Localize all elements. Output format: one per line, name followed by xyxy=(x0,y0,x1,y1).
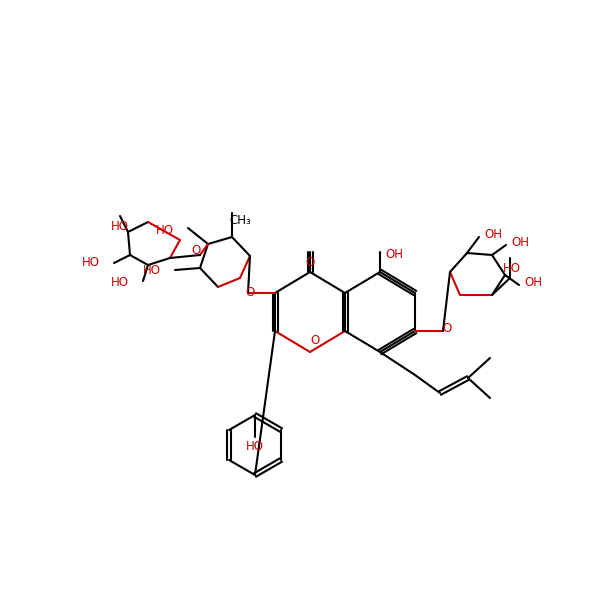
Text: HO: HO xyxy=(503,262,521,275)
Text: O: O xyxy=(442,323,452,335)
Text: HO: HO xyxy=(82,257,100,269)
Text: CH₃: CH₃ xyxy=(229,214,251,227)
Text: O: O xyxy=(245,286,254,299)
Text: OH: OH xyxy=(524,277,542,289)
Text: HO: HO xyxy=(156,223,174,236)
Text: O: O xyxy=(310,334,320,346)
Text: OH: OH xyxy=(385,247,403,260)
Text: O: O xyxy=(191,245,200,257)
Text: HO: HO xyxy=(111,220,129,232)
Text: HO: HO xyxy=(111,277,129,289)
Text: OH: OH xyxy=(511,236,529,250)
Text: HO: HO xyxy=(246,440,264,454)
Text: OH: OH xyxy=(484,229,502,241)
Text: HO: HO xyxy=(143,263,161,277)
Text: O: O xyxy=(305,256,314,269)
